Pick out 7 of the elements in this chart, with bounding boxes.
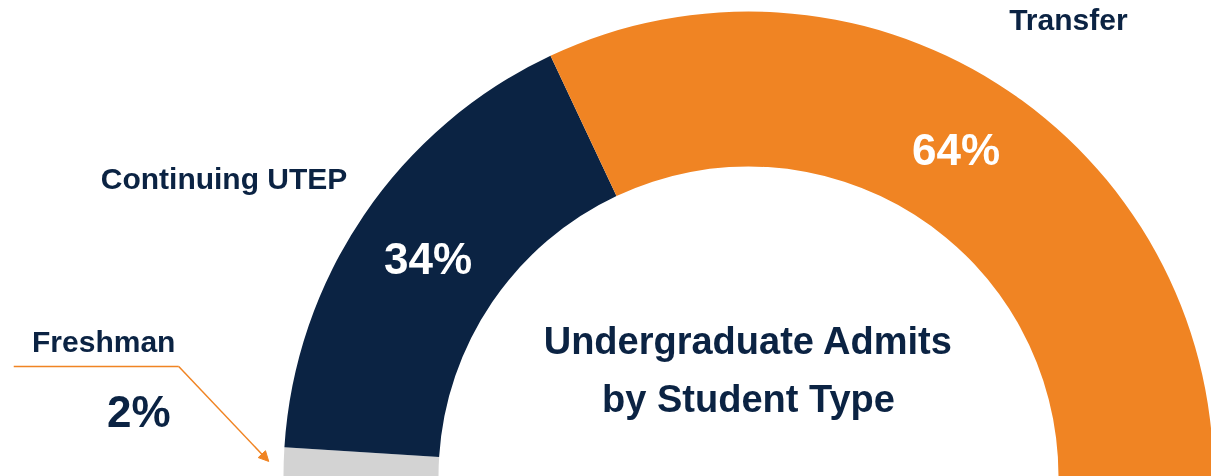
text: Undergraduate Admits by Student Type xyxy=(543,319,952,420)
slice-label: Freshman xyxy=(32,324,176,358)
slice-label: Continuing UTEP xyxy=(100,162,348,196)
data-label: 2% xyxy=(106,386,171,436)
data-label: 34% xyxy=(383,234,473,284)
slice-label: Transfer xyxy=(1009,2,1128,36)
data-label: 64% xyxy=(912,124,1001,174)
